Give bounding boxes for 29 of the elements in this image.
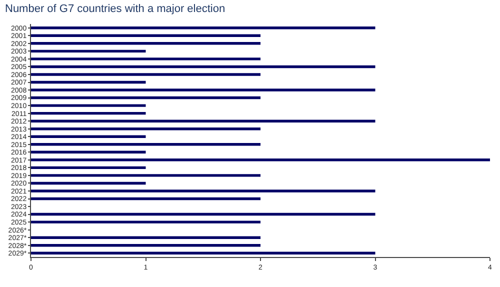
bar: [31, 88, 376, 92]
bar: [31, 104, 146, 107]
bar: [31, 26, 376, 30]
bar: [31, 58, 260, 60]
bar: [31, 135, 146, 138]
bar: [31, 80, 146, 84]
bar: [31, 236, 260, 239]
bar: [31, 174, 260, 177]
bar: [31, 220, 260, 224]
bar: [31, 65, 376, 68]
bar: [31, 244, 260, 247]
bar: [31, 34, 260, 38]
bar: [31, 197, 260, 200]
bar: [31, 182, 146, 185]
bar: [31, 190, 376, 192]
bar: [31, 96, 260, 100]
bar: [31, 120, 376, 122]
bar: [31, 143, 260, 146]
bar: [31, 212, 376, 216]
bar: [31, 158, 490, 162]
bar: [31, 166, 146, 170]
bar: [31, 112, 146, 115]
bar: [31, 150, 146, 154]
bar: [31, 42, 260, 45]
bar: [31, 252, 376, 254]
bar: [31, 127, 260, 130]
bar: [31, 73, 260, 76]
chart-title: Number of G7 countries with a major election: [5, 3, 226, 16]
bar: [31, 50, 146, 53]
